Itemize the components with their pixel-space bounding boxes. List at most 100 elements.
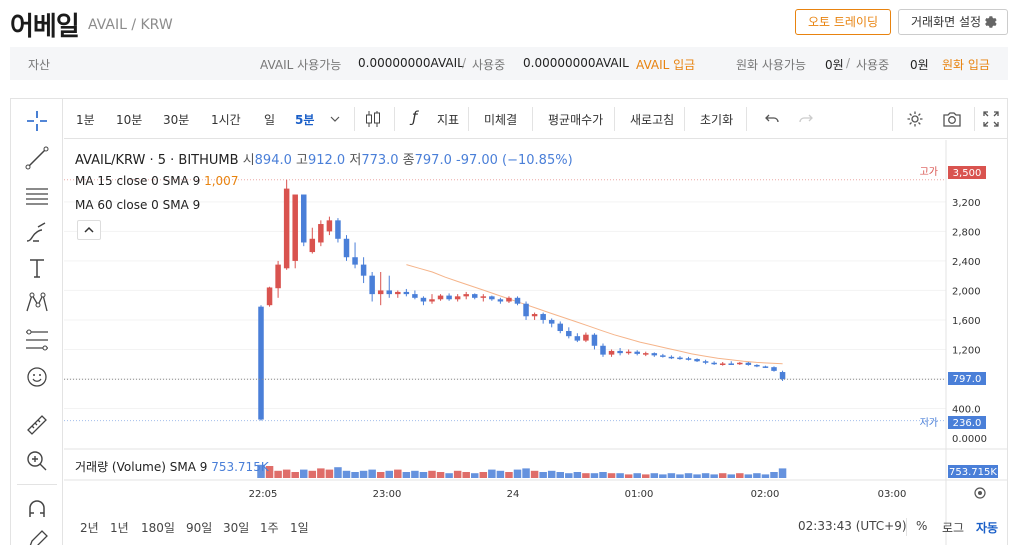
- candle: [643, 351, 649, 357]
- refresh-button[interactable]: 새로고침: [630, 113, 675, 127]
- indicators-button[interactable]: 지표: [437, 113, 460, 127]
- time-tick-label: 24: [507, 489, 520, 500]
- emoji-icon[interactable]: [23, 363, 51, 391]
- time-scale-settings-icon[interactable]: [974, 487, 986, 499]
- candle-body: [497, 299, 504, 302]
- auto-scale-toggle[interactable]: 자동: [976, 521, 999, 535]
- crosshair-icon[interactable]: [23, 107, 51, 135]
- candle-body: [531, 314, 538, 317]
- magnet-icon[interactable]: [23, 495, 51, 523]
- legend-collapse-button[interactable]: [77, 220, 101, 240]
- volume-bar: [659, 474, 667, 478]
- reset-button[interactable]: 초기화: [700, 113, 734, 127]
- price-tick-label: 400.0: [952, 404, 981, 415]
- volume-bar: [300, 469, 308, 478]
- candle-body: [634, 351, 640, 354]
- interval-day[interactable]: 일: [264, 113, 276, 127]
- krw-deposit-link[interactable]: 원화 입금: [942, 58, 990, 72]
- trend-line-icon[interactable]: [23, 144, 51, 172]
- volume-badge-value: 753.715K: [949, 467, 997, 478]
- candle: [360, 257, 367, 284]
- candle: [702, 359, 709, 365]
- candle-type-icon[interactable]: [364, 109, 382, 129]
- candle-body: [343, 238, 350, 258]
- change-value: -97.00 (−10.85%): [456, 153, 573, 168]
- chevron-down-icon[interactable]: [330, 114, 340, 124]
- market-pair: AVAIL / KRW: [88, 17, 173, 33]
- volume-legend[interactable]: 거래량 (Volume) SMA 9 753.715K: [75, 458, 269, 475]
- interval-1h[interactable]: 1시간: [211, 113, 241, 127]
- auto-trading-button[interactable]: 오토 트레이딩: [795, 9, 891, 35]
- avg-buy-price-button[interactable]: 평균매수가: [548, 113, 604, 127]
- range-180d[interactable]: 180일: [141, 521, 175, 535]
- fx-icon[interactable]: ƒ: [412, 108, 418, 126]
- candle: [557, 321, 563, 334]
- avail-in-use-value: 0.00000000AVAIL: [523, 56, 629, 70]
- candle: [429, 294, 435, 304]
- zoom-in-icon[interactable]: [23, 447, 51, 475]
- range-90d[interactable]: 90일: [186, 521, 213, 535]
- fibonacci-icon[interactable]: [23, 326, 51, 354]
- text-tool-icon[interactable]: [23, 254, 51, 282]
- ruler-icon[interactable]: [23, 411, 51, 439]
- brush-icon[interactable]: [23, 219, 51, 247]
- candle-body: [711, 362, 717, 365]
- interval-30m[interactable]: 30분: [163, 113, 190, 127]
- interval-5m-selected[interactable]: 5분: [295, 113, 315, 127]
- ma15-line: [406, 264, 783, 365]
- log-toggle[interactable]: 로그: [942, 521, 965, 535]
- pencil-lock-icon[interactable]: [23, 527, 51, 545]
- krw-in-use-label: 사용중: [856, 58, 890, 72]
- screen-settings-button[interactable]: 거래화면 설정: [898, 9, 1008, 35]
- volume-bar: [325, 469, 334, 478]
- volume-bars: [257, 464, 787, 478]
- candle: [266, 286, 273, 307]
- candle-body: [326, 220, 333, 232]
- candle: [446, 293, 452, 301]
- range-1w[interactable]: 1주: [260, 521, 279, 535]
- candle-body: [472, 294, 478, 298]
- settings-icon[interactable]: [906, 110, 924, 128]
- volume-bar: [308, 470, 317, 478]
- range-2y[interactable]: 2년: [80, 521, 99, 535]
- volume-bar: [428, 470, 436, 478]
- volume-bar: [624, 474, 633, 478]
- candle: [660, 353, 666, 358]
- candle: [754, 364, 760, 368]
- redo-icon[interactable]: [798, 111, 814, 127]
- volume-bar: [565, 473, 573, 478]
- volume-bar: [317, 468, 325, 478]
- camera-icon[interactable]: [942, 110, 962, 128]
- candle: [617, 347, 623, 356]
- undo-icon[interactable]: [764, 111, 780, 127]
- price-tick-label: 2,400: [952, 257, 981, 268]
- interval-1m[interactable]: 1분: [76, 113, 95, 127]
- percent-toggle[interactable]: %: [916, 519, 928, 533]
- candle-body: [514, 297, 521, 304]
- range-30d[interactable]: 30일: [223, 521, 250, 535]
- pattern-icon[interactable]: [23, 289, 51, 317]
- range-1d[interactable]: 1일: [290, 521, 309, 535]
- interval-10m[interactable]: 10분: [116, 113, 143, 127]
- volume-bar: [351, 472, 359, 478]
- ma15-legend[interactable]: MA 15 close 0 SMA 9 1,007: [75, 174, 238, 188]
- volume-bar: [436, 472, 445, 478]
- volume-bar: [402, 472, 411, 478]
- volume-bar: [471, 473, 479, 478]
- volume-bar: [453, 470, 462, 478]
- unfilled-orders-button[interactable]: 미체결: [484, 113, 518, 127]
- candle-body: [386, 290, 392, 295]
- volume-bar: [394, 469, 402, 478]
- candle: [668, 355, 675, 360]
- candle: [548, 318, 555, 328]
- fullscreen-icon[interactable]: [982, 110, 1000, 128]
- krw-in-use-value: 0원: [910, 58, 929, 72]
- price-chart[interactable]: 3,6003,2002,8002,4002,0001,6001,200400.0…: [64, 140, 1008, 545]
- avail-deposit-link[interactable]: AVAIL 입금: [636, 58, 696, 72]
- horizontal-lines-icon[interactable]: [23, 181, 51, 209]
- price-markers: 고가 3,500 797.0 저가 236.0 753.715K: [920, 166, 998, 478]
- ma60-legend[interactable]: MA 60 close 0 SMA 9: [75, 198, 200, 212]
- volume-bar: [676, 474, 684, 478]
- range-1y[interactable]: 1년: [110, 521, 129, 535]
- candle-body: [728, 363, 734, 365]
